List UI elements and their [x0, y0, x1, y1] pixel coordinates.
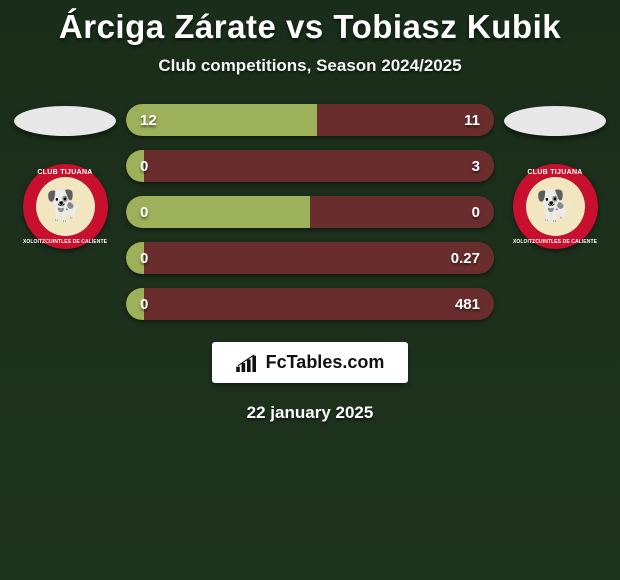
stat-value-left: 0 [140, 158, 148, 175]
stat-row: 03Goals [126, 150, 494, 182]
stat-fill-right [310, 196, 494, 228]
stat-value-left: 12 [140, 112, 157, 129]
player-right-col: 🐕 CLUB TIJUANA XOLOITZCUINTLES DE CALIEN… [500, 100, 610, 249]
dog-icon: 🐕 [46, 192, 83, 222]
club-badge-right: 🐕 CLUB TIJUANA XOLOITZCUINTLES DE CALIEN… [513, 164, 598, 249]
stat-value-right: 11 [464, 112, 480, 129]
stat-row: 1211Matches [126, 104, 494, 136]
bars-icon [236, 354, 258, 372]
brand-box[interactable]: FcTables.com [212, 342, 409, 383]
badge-inner: 🐕 [36, 177, 95, 236]
main-row: 🐕 CLUB TIJUANA XOLOITZCUINTLES DE CALIEN… [10, 100, 610, 320]
stat-value-right: 0.27 [451, 250, 480, 267]
stat-fill-left [126, 196, 310, 228]
club-badge-left: 🐕 CLUB TIJUANA XOLOITZCUINTLES DE CALIEN… [23, 164, 108, 249]
stat-fill-right [144, 150, 494, 182]
club-top-left: CLUB TIJUANA [37, 169, 92, 176]
stat-row: 00.27Goals per match [126, 242, 494, 274]
stat-row: 00Hattricks [126, 196, 494, 228]
stats-column: 1211Matches03Goals00Hattricks00.27Goals … [126, 100, 494, 320]
dog-icon: 🐕 [536, 192, 573, 222]
stat-fill-right [144, 242, 494, 274]
page-subtitle: Club competitions, Season 2024/2025 [158, 56, 461, 76]
stat-value-left: 0 [140, 296, 148, 313]
badge-inner: 🐕 [526, 177, 585, 236]
stat-value-left: 0 [140, 250, 148, 267]
stat-value-right: 3 [472, 158, 480, 175]
club-top-right: CLUB TIJUANA [527, 169, 582, 176]
club-bot-right: XOLOITZCUINTLES DE CALIENTE [513, 239, 597, 245]
club-bot-left: XOLOITZCUINTLES DE CALIENTE [23, 239, 107, 245]
page-title: Árciga Zárate vs Tobiasz Kubik [59, 8, 561, 46]
stat-value-left: 0 [140, 204, 148, 221]
brand-text: FcTables.com [266, 352, 385, 373]
stat-row: 0481Min per goal [126, 288, 494, 320]
avatar-left [14, 106, 116, 136]
root: Árciga Zárate vs Tobiasz Kubik Club comp… [0, 0, 620, 423]
stat-value-right: 481 [455, 296, 480, 313]
stat-fill-right [144, 288, 494, 320]
player-left-col: 🐕 CLUB TIJUANA XOLOITZCUINTLES DE CALIEN… [10, 100, 120, 249]
avatar-right [504, 106, 606, 136]
date-text: 22 january 2025 [247, 403, 374, 423]
stat-value-right: 0 [472, 204, 480, 221]
